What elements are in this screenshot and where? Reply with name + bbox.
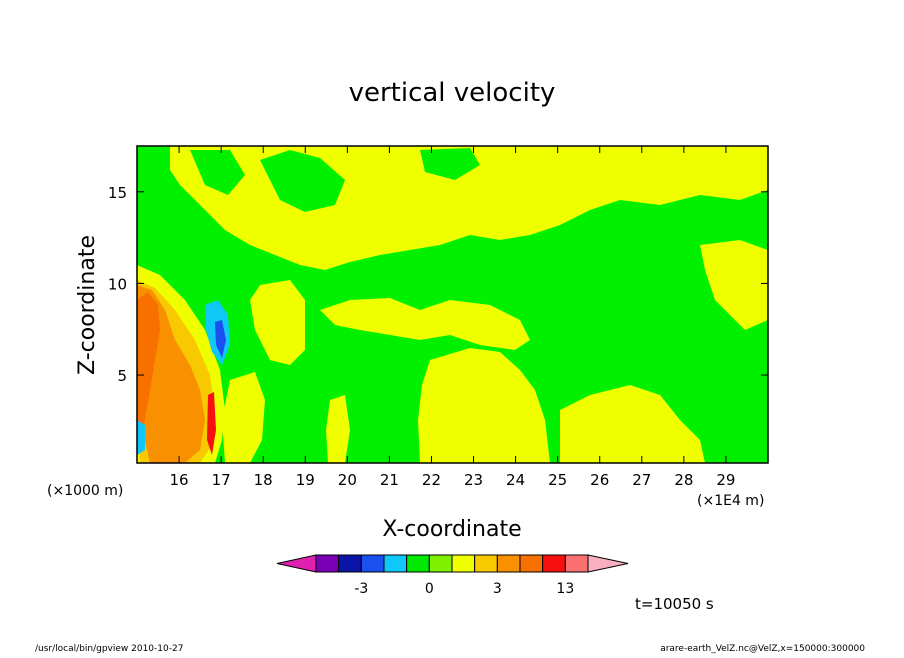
field-blue-core <box>215 320 226 358</box>
colorbar-segment <box>451 554 476 573</box>
colorbar-tick-label: 0 <box>425 581 434 597</box>
field-yellow-lower-1 <box>418 348 550 463</box>
x-tick-label: 17 <box>212 471 231 489</box>
plot-frame <box>136 145 769 464</box>
x-axis-ticks: 16 17 18 19 20 21 22 23 24 25 26 27 28 29 <box>170 146 735 489</box>
x-unit-label: (×1000 m) <box>47 483 123 499</box>
x-tick-label: 25 <box>548 471 567 489</box>
field-yellow-lower-4 <box>326 395 350 463</box>
y-tick-label: 10 <box>108 275 127 293</box>
chart-title: vertical velocity <box>349 78 556 108</box>
colorbar-segment <box>360 554 385 573</box>
x-axis-title: X-coordinate <box>382 517 521 542</box>
colorbar-segment <box>383 554 408 573</box>
colorbar-tick-label: -3 <box>354 581 368 597</box>
field-plume-orange-deep <box>137 292 160 440</box>
x-tick-label: 27 <box>632 471 651 489</box>
colorbar-low-arrow <box>276 554 317 573</box>
field-green-patch-2 <box>190 150 245 195</box>
x-tick-label: 29 <box>716 471 735 489</box>
x-tick-label: 21 <box>380 471 399 489</box>
x-tick-label: 18 <box>254 471 273 489</box>
colorbar-tick-label: 13 <box>556 581 574 597</box>
x-tick-label: 22 <box>422 471 441 489</box>
colorbar-segment <box>564 554 589 573</box>
time-label: t=10050 s <box>635 595 714 613</box>
field-yellow-lower-2 <box>560 385 705 463</box>
field-yellow-right <box>700 240 768 330</box>
y-tick-label: 15 <box>108 184 127 202</box>
x-tick-label: 19 <box>296 471 315 489</box>
field-green-patch-1 <box>260 150 345 212</box>
colorbar-segment <box>542 554 566 573</box>
x-tick-label: 28 <box>674 471 693 489</box>
field-yellow-middle <box>320 298 530 350</box>
colorbar-high-arrow <box>587 554 629 573</box>
colorbar-segment <box>406 554 430 573</box>
field-red-streak <box>207 392 216 455</box>
y-axis-title: Z-coordinate <box>75 235 100 375</box>
x-tick-label: 16 <box>170 471 189 489</box>
x-tick-label: 23 <box>464 471 483 489</box>
colorbar-segment <box>496 554 521 573</box>
field-cyan-bottom-left <box>137 420 145 455</box>
colorbar-segment <box>315 554 340 573</box>
colorbar-segment <box>428 554 453 573</box>
footer-left: /usr/local/bin/gpview 2010-10-27 <box>35 644 183 654</box>
footer-right: arare-earth_VelZ.nc@VelZ,x=150000:300000 <box>660 644 865 654</box>
x-tick-label: 20 <box>338 471 357 489</box>
colorbar-segment <box>338 554 362 573</box>
y-axis-ticks: 5 10 15 <box>108 184 768 385</box>
field-yellow-lower-3 <box>222 372 265 463</box>
field-green-patch-3 <box>420 148 480 180</box>
x-tick-label: 24 <box>506 471 525 489</box>
colorbar-tick-label: 3 <box>493 581 502 597</box>
x-tick-label: 26 <box>590 471 609 489</box>
y-tick-label: 5 <box>117 367 127 385</box>
colorbar-segment <box>474 554 498 573</box>
contour-field <box>137 146 768 463</box>
colorbar <box>276 554 629 573</box>
colorbar-tick-labels: -3 0 3 13 <box>354 581 574 597</box>
field-yellow-middle-2 <box>250 280 305 365</box>
x-scale-label: (×1E4 m) <box>697 493 764 509</box>
colorbar-segment <box>519 554 544 573</box>
